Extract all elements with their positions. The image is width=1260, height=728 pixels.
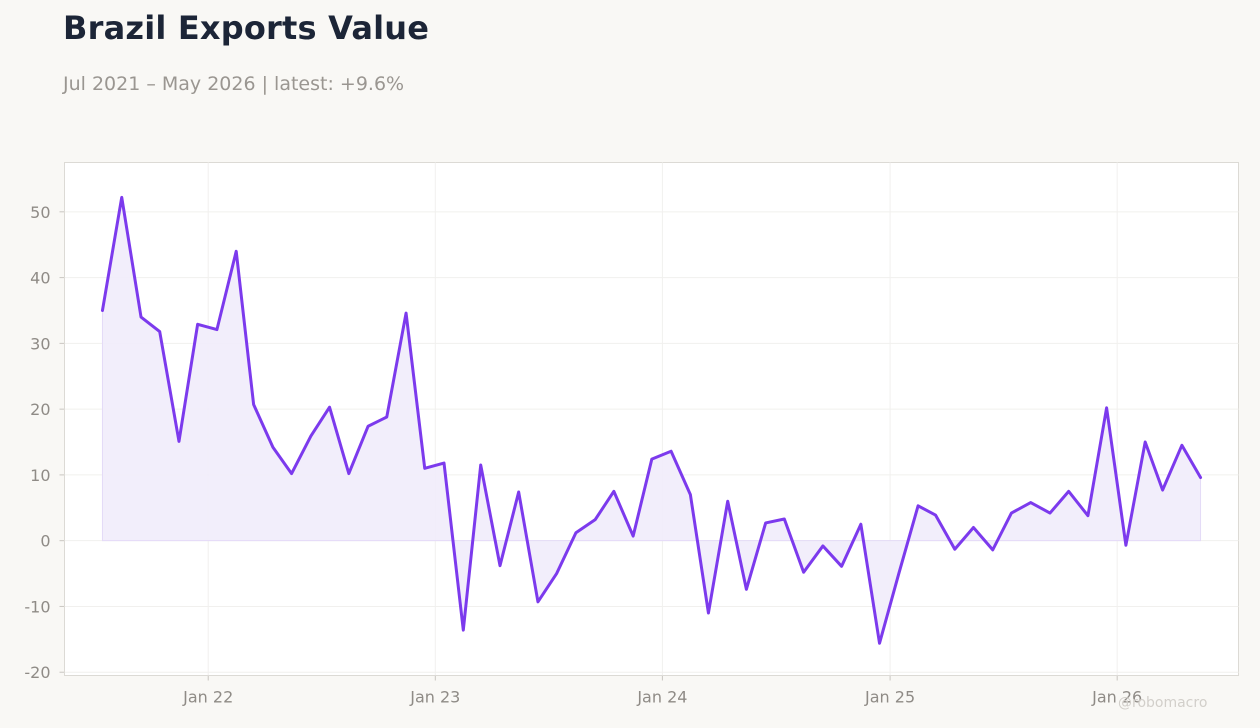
data-point bbox=[689, 493, 692, 496]
y-tick-label: 30 bbox=[30, 334, 50, 353]
data-point bbox=[670, 450, 673, 453]
x-axis-ticks: Jan 22 Jan 23 Jan 24 Jan 25 Jan 26 bbox=[182, 675, 1142, 707]
data-point bbox=[859, 523, 862, 526]
data-point bbox=[650, 458, 653, 461]
data-point bbox=[328, 406, 331, 409]
data-point bbox=[158, 330, 161, 333]
data-point bbox=[443, 462, 446, 465]
x-tick-label: Jan 24 bbox=[636, 688, 687, 707]
chart-title: Brazil Exports Value bbox=[63, 9, 430, 47]
watermark: @robomacro bbox=[1118, 695, 1208, 711]
data-point bbox=[612, 490, 615, 493]
data-point bbox=[385, 416, 388, 419]
x-tick-label: Jan 23 bbox=[409, 688, 460, 707]
y-tick-label: 40 bbox=[30, 269, 50, 288]
y-axis-ticks: -20 -10 0 10 20 30 40 50 bbox=[24, 203, 65, 682]
data-point bbox=[347, 472, 350, 475]
data-point bbox=[423, 467, 426, 470]
data-point bbox=[367, 425, 370, 428]
data-point bbox=[1010, 512, 1013, 515]
series-line-path bbox=[100, 195, 1203, 645]
data-point bbox=[1144, 441, 1147, 444]
data-point bbox=[140, 316, 143, 319]
data-point bbox=[802, 571, 805, 574]
data-point bbox=[840, 565, 843, 568]
data-point bbox=[196, 323, 199, 326]
x-tick-label: Jan 26 bbox=[1091, 688, 1142, 707]
data-point bbox=[917, 504, 920, 507]
data-point bbox=[405, 312, 408, 315]
data-point bbox=[177, 440, 180, 443]
data-point bbox=[783, 517, 786, 520]
data-point bbox=[479, 464, 482, 467]
data-point bbox=[499, 564, 502, 567]
y-tick-label: 50 bbox=[30, 203, 50, 222]
data-point bbox=[1199, 476, 1202, 479]
data-point bbox=[271, 446, 274, 449]
data-point bbox=[707, 612, 710, 615]
data-point bbox=[536, 600, 539, 603]
data-point bbox=[252, 403, 255, 406]
data-point bbox=[1180, 444, 1183, 447]
data-point bbox=[574, 531, 577, 534]
data-point bbox=[517, 491, 520, 494]
data-point bbox=[897, 572, 900, 575]
data-point bbox=[991, 548, 994, 551]
data-point bbox=[1029, 501, 1032, 504]
data-point bbox=[290, 472, 293, 475]
data-point bbox=[934, 514, 937, 517]
data-point bbox=[235, 250, 238, 253]
y-tick-label: 20 bbox=[30, 400, 50, 419]
data-point bbox=[120, 196, 123, 199]
data-point bbox=[1124, 544, 1127, 547]
data-point bbox=[1067, 490, 1070, 493]
y-tick-label: 10 bbox=[30, 466, 50, 485]
series-line bbox=[100, 195, 1203, 645]
data-point bbox=[726, 500, 729, 503]
data-point bbox=[1161, 489, 1164, 492]
data-point bbox=[878, 642, 881, 645]
data-point bbox=[972, 526, 975, 529]
data-point bbox=[1086, 514, 1089, 517]
data-point bbox=[632, 535, 635, 538]
data-point bbox=[462, 629, 465, 632]
data-point bbox=[821, 544, 824, 547]
y-tick-label: -10 bbox=[24, 597, 50, 616]
data-point bbox=[745, 588, 748, 591]
x-tick-label: Jan 25 bbox=[864, 688, 915, 707]
data-point bbox=[1048, 512, 1051, 515]
data-point bbox=[953, 548, 956, 551]
data-point bbox=[764, 521, 767, 524]
data-point bbox=[1105, 406, 1108, 409]
data-point bbox=[594, 518, 597, 521]
x-tick-label: Jan 22 bbox=[182, 688, 233, 707]
data-point bbox=[215, 328, 218, 331]
data-point bbox=[309, 435, 312, 438]
chart-subtitle: Jul 2021 – May 2026 | latest: +9.6% bbox=[63, 73, 405, 95]
data-point bbox=[101, 309, 104, 312]
data-point bbox=[555, 572, 558, 575]
y-tick-label: 0 bbox=[40, 532, 50, 551]
y-tick-label: -20 bbox=[24, 663, 50, 682]
